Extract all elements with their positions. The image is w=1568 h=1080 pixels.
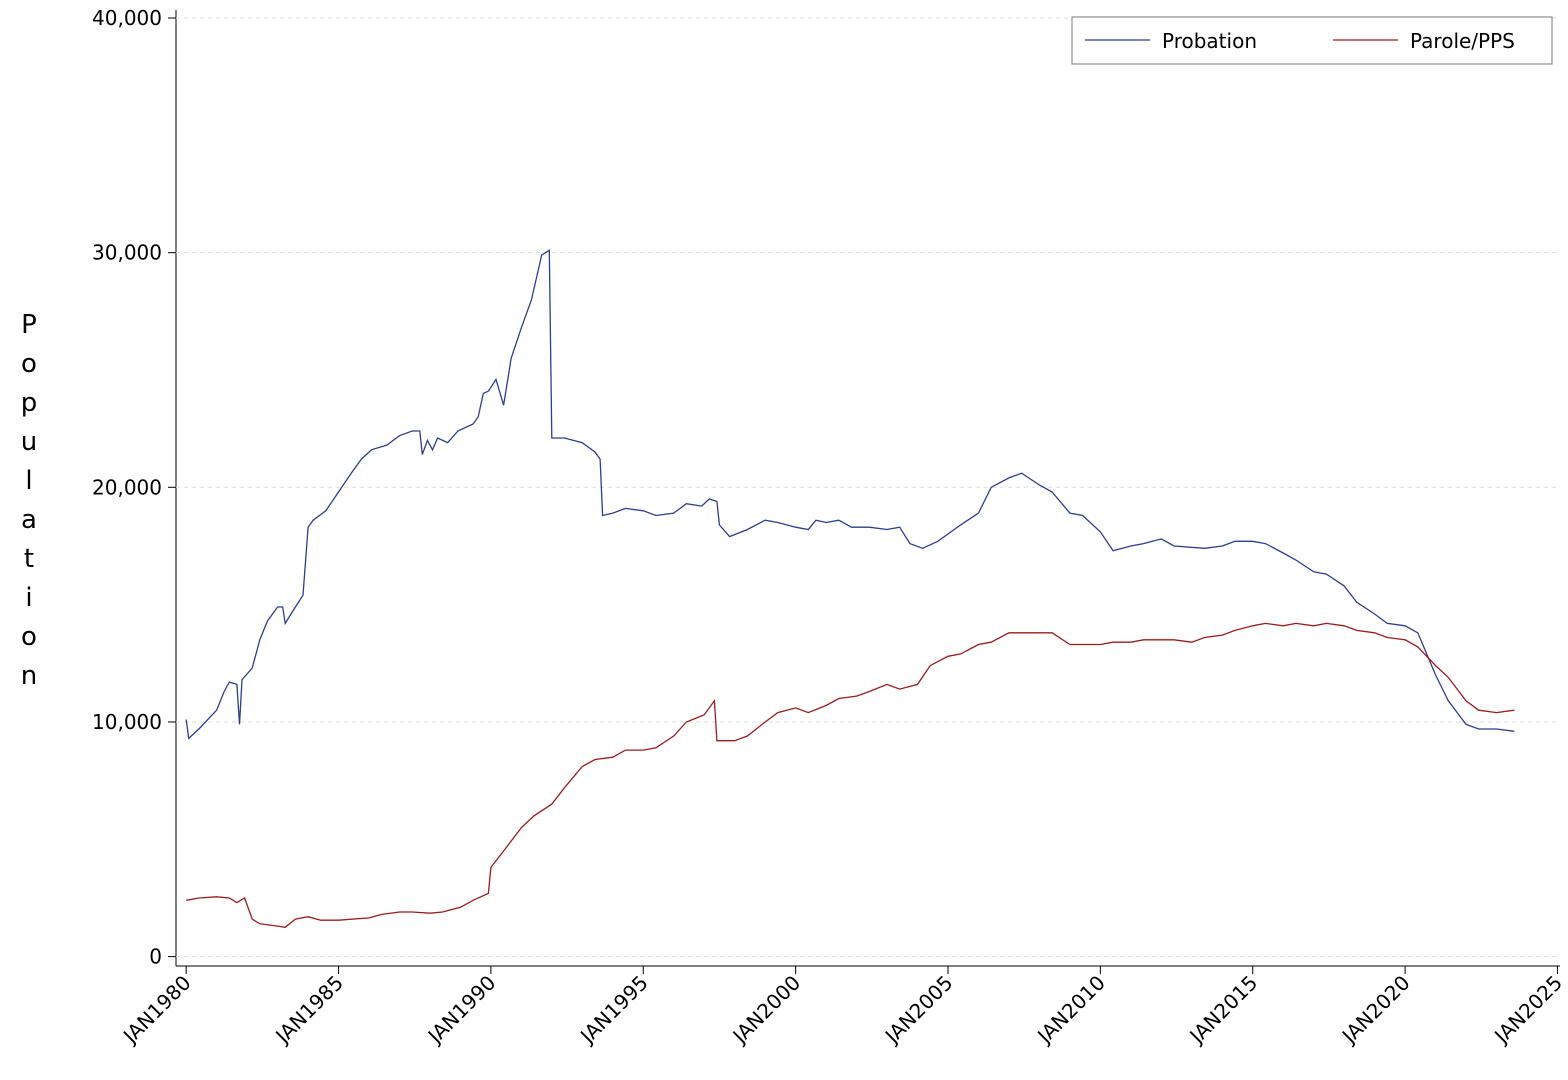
x-tick-label: JAN2010 [1031, 971, 1110, 1050]
y-tick-label: 0 [149, 945, 162, 969]
y-tick-label: 10,000 [92, 710, 162, 734]
y-tick-label: 40,000 [92, 6, 162, 30]
x-tick-label: JAN2005 [879, 971, 958, 1050]
legend-label: Probation [1162, 29, 1257, 53]
legend: Probation Parole/PPS [1071, 16, 1553, 65]
data-line [185, 249, 1515, 740]
x-tick-label: JAN2025 [1488, 971, 1567, 1050]
x-tick-label: JAN1990 [422, 971, 501, 1050]
y-tick-label: 30,000 [92, 241, 162, 265]
x-tick-label: JAN2020 [1336, 971, 1415, 1050]
y-tick-label: 20,000 [92, 475, 162, 499]
x-tick-label: JAN2015 [1184, 971, 1263, 1050]
x-tick-label: JAN1995 [574, 971, 653, 1050]
y-axis-title: Population [14, 310, 44, 700]
legend-label: Parole/PPS [1410, 29, 1515, 53]
legend-box [1071, 16, 1553, 65]
x-tick-label: JAN1985 [270, 971, 349, 1050]
x-tick-label: JAN1980 [117, 971, 196, 1050]
data-line [186, 622, 1515, 928]
x-tick-label: JAN2000 [727, 971, 806, 1050]
